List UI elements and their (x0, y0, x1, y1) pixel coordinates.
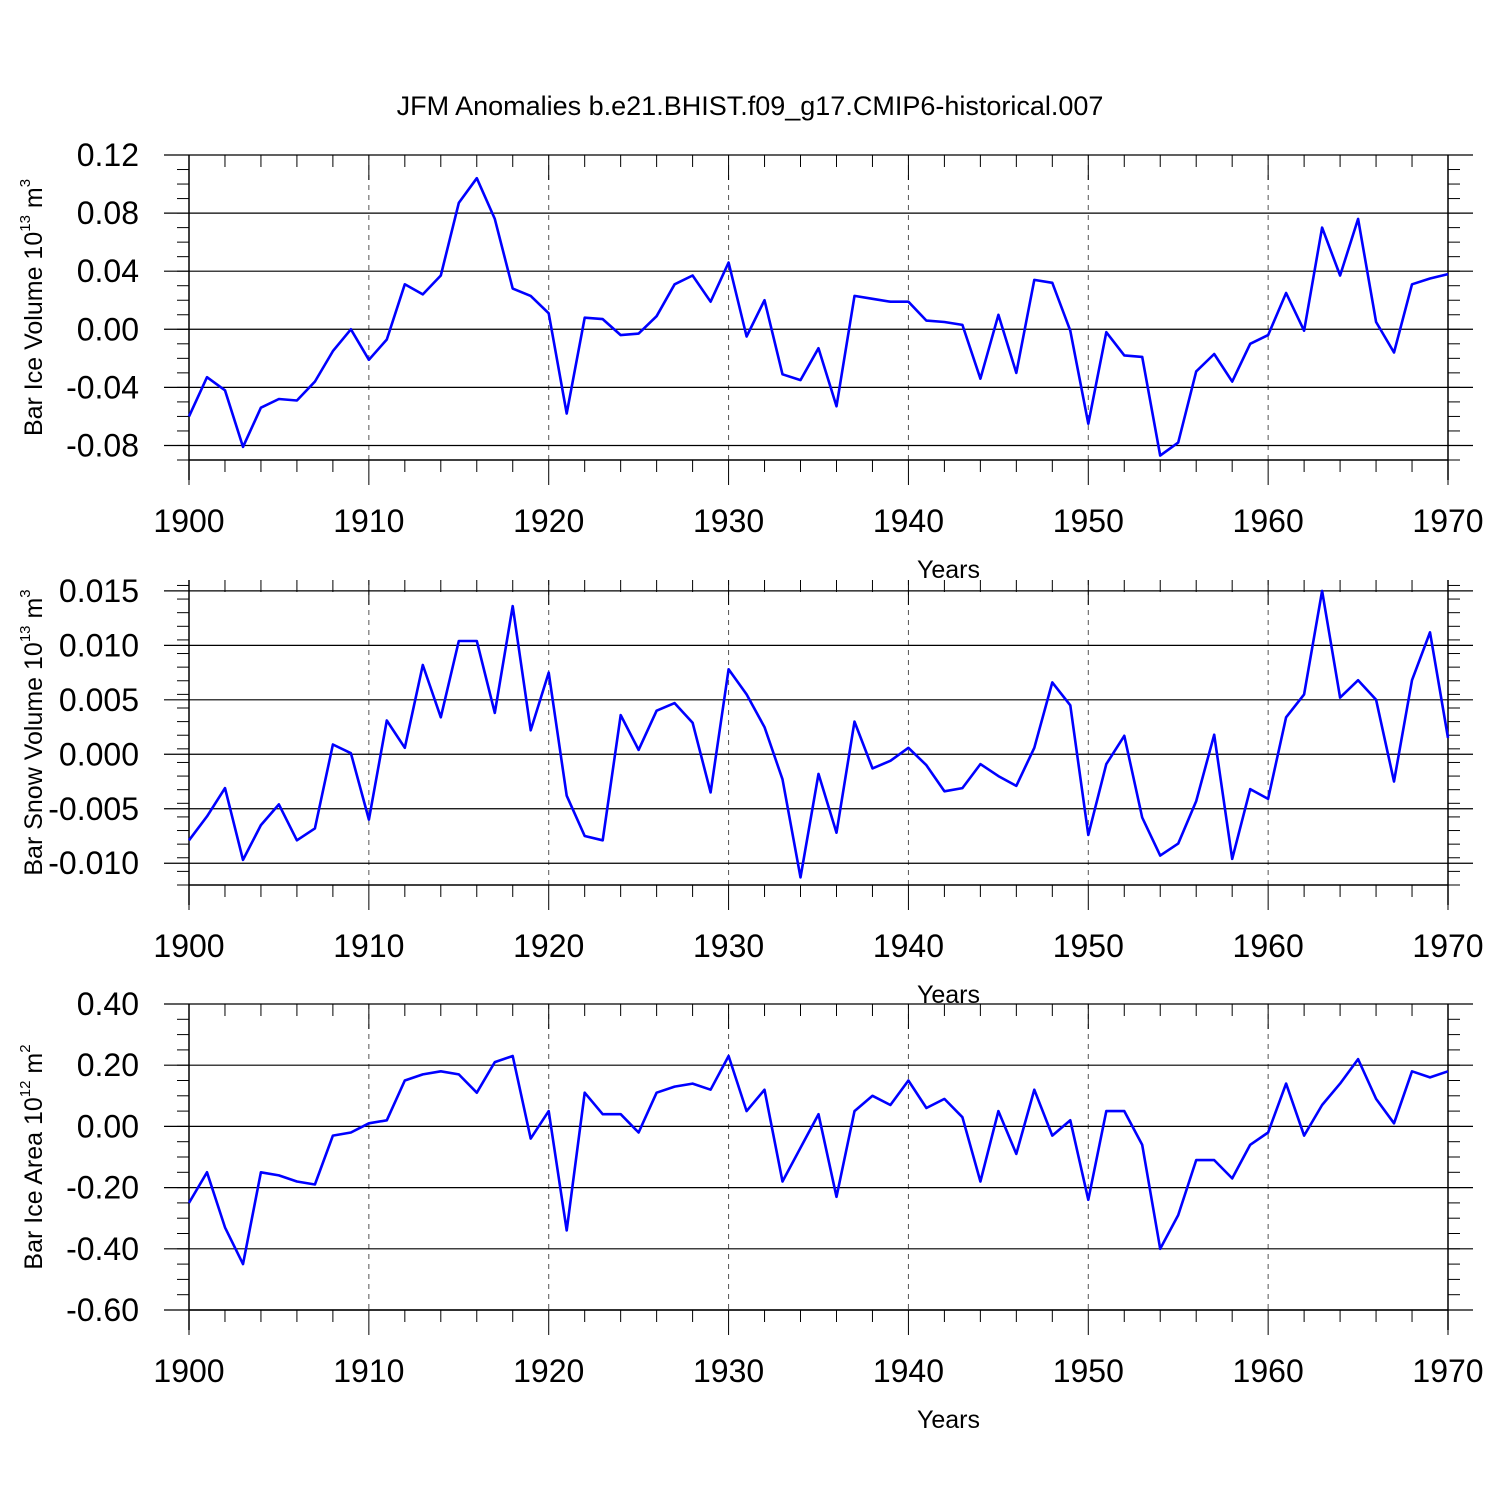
x-tick-label: 1940 (873, 1353, 944, 1389)
x-tick-label: 1970 (1412, 1353, 1483, 1389)
y-tick-label: 0.000 (59, 736, 139, 772)
x-tick-label: 1920 (513, 928, 584, 964)
series-line (187, 1054, 1449, 1266)
y-axis-title-part: Bar Ice Volume 10 (20, 232, 48, 436)
x-tick-label: 1910 (333, 503, 404, 539)
x-tick-label: 1960 (1233, 503, 1304, 539)
x-tick-label: 1910 (333, 1353, 404, 1389)
x-tick-label: 1950 (1053, 503, 1124, 539)
x-tick-label: 1960 (1233, 928, 1304, 964)
x-tick-label: 1930 (693, 503, 764, 539)
x-tick-label: 1970 (1412, 928, 1483, 964)
x-tick-label: 1920 (513, 1353, 584, 1389)
panel-3: -0.60 -0.40 -0.20 0.00 0.20 0.40 1900 1910 1920 1… (17, 986, 1484, 1434)
x-axis-title: Years (917, 556, 980, 584)
x-tick-label: 1900 (153, 928, 224, 964)
x-tick-label: 1950 (1053, 1353, 1124, 1389)
y-tick-label: 0.00 (77, 311, 139, 347)
y-tick-label: 0.12 (77, 137, 139, 173)
y-tick-label: -0.40 (66, 1231, 139, 1267)
x-axis-title: Years (917, 1406, 980, 1434)
y-tick-label: -0.60 (66, 1292, 139, 1328)
y-tick-label: 0.010 (59, 627, 139, 663)
y-axis-title-superscript: 2 (17, 1044, 34, 1052)
panel-2: -0.010 -0.005 0.000 0.005 0.010 0.015 1900 1910… (17, 573, 1484, 1009)
y-axis-title: Bar Snow Volume 1013 m3 (17, 589, 48, 875)
x-tick-label: 1960 (1233, 1353, 1304, 1389)
figure-title: JFM Anomalies b.e21.BHIST.f09_g17.CMIP6-… (397, 91, 1104, 121)
y-axis-title-part: m (20, 187, 48, 215)
y-axis-title-part: m (20, 1053, 48, 1081)
x-tick-label: 1900 (153, 503, 224, 539)
x-tick-label: 1940 (873, 928, 944, 964)
y-axis-title-superscript: 12 (17, 1081, 34, 1098)
x-tick-label: 1920 (513, 503, 584, 539)
y-tick-label: -0.04 (66, 369, 139, 405)
y-axis-title-superscript: 13 (17, 625, 34, 642)
x-tick-label: 1930 (693, 928, 764, 964)
y-axis-title-part: m (20, 598, 48, 626)
y-tick-label: 0.20 (77, 1047, 139, 1083)
y-axis-title-superscript: 3 (17, 589, 34, 597)
x-tick-label: 1950 (1053, 928, 1124, 964)
y-tick-label: 0.40 (77, 986, 139, 1022)
x-tick-label: 1910 (333, 928, 404, 964)
y-tick-label: -0.20 (66, 1170, 139, 1206)
y-tick-label: -0.005 (48, 791, 139, 827)
y-tick-label: 0.08 (77, 195, 139, 231)
y-tick-label: 0.005 (59, 682, 139, 718)
panels-container: -0.08 -0.04 0.00 0.04 0.08 0.12 1900 1910 1920 19… (17, 137, 1484, 1434)
x-tick-label: 1940 (873, 503, 944, 539)
y-tick-label: 0.00 (77, 1108, 139, 1144)
x-tick-label: 1930 (693, 1353, 764, 1389)
y-tick-label: -0.08 (66, 427, 139, 463)
series-line (187, 176, 1449, 457)
y-axis-title: Bar Ice Volume 1013 m3 (17, 179, 48, 436)
y-axis-title-superscript: 13 (17, 215, 34, 232)
x-axis-title: Years (917, 981, 980, 1009)
y-tick-label: 0.04 (77, 253, 139, 289)
x-tick-label: 1900 (153, 1353, 224, 1389)
y-axis-title-part: Bar Ice Area 10 (20, 1097, 48, 1269)
y-axis-title-part: Bar Snow Volume 10 (20, 642, 48, 875)
series-line (187, 589, 1450, 879)
y-axis-title-superscript: 3 (17, 179, 34, 187)
y-axis-title: Bar Ice Area 1012 m2 (17, 1044, 48, 1269)
panel-1: -0.08 -0.04 0.00 0.04 0.08 0.12 1900 1910 1920 19… (17, 137, 1484, 584)
x-tick-label: 1970 (1412, 503, 1483, 539)
y-tick-label: 0.015 (59, 573, 139, 609)
y-tick-label: -0.010 (48, 845, 139, 881)
